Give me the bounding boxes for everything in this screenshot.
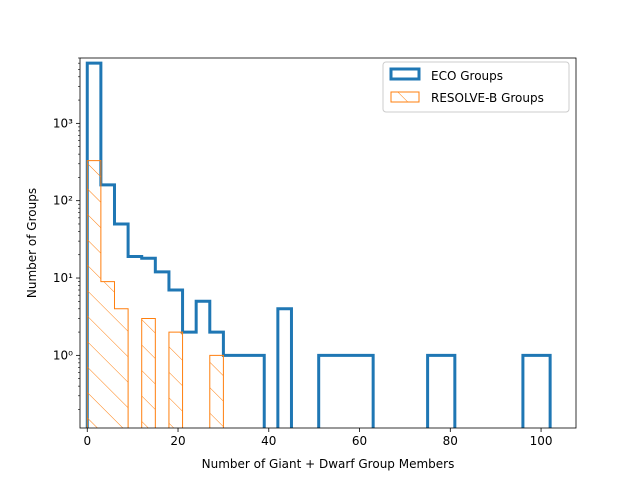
legend-swatch-eco [389, 67, 421, 81]
y-tick-label: 10⁰ [53, 348, 73, 362]
bar-resolve-bin-6 [168, 332, 183, 428]
series-outline-resolve [86, 160, 224, 428]
bar-resolve-bin-2 [114, 308, 129, 428]
y-tick-label: 10³ [53, 116, 73, 130]
axes-frame [79, 57, 577, 429]
legend: ECO Groups RESOLVE-B Groups [382, 61, 570, 113]
x-axis-ticks: 0 20 40 60 80 100 [83, 428, 553, 448]
bar-resolve-bin-9 [209, 355, 224, 428]
legend-swatch-resolve [390, 91, 420, 103]
x-tick-label: 60 [352, 434, 367, 448]
y-axis-ticks: 10⁰ 10¹ 10² 10³ [53, 57, 80, 410]
x-tick-label: 100 [530, 434, 553, 448]
x-axis-label: Number of Giant + Dwarf Group Members [202, 457, 455, 471]
bar-resolve-bin-0 [87, 160, 101, 428]
x-tick-label: 20 [170, 434, 185, 448]
bar-resolve-bin-1 [100, 281, 115, 428]
y-tick-label: 10² [53, 194, 73, 208]
plot-area [85, 61, 552, 428]
series-outline-eco [85, 61, 552, 428]
x-tick-label: 80 [443, 434, 458, 448]
bar-resolve-bin-4 [141, 318, 156, 428]
y-axis-label: Number of Groups [25, 188, 39, 298]
legend-label-resolve: RESOLVE-B Groups [431, 91, 544, 105]
legend-label-eco: ECO Groups [431, 69, 503, 83]
legend-box [382, 61, 570, 113]
y-tick-label: 10¹ [53, 271, 73, 285]
x-tick-label: 0 [83, 434, 91, 448]
x-tick-label: 40 [261, 434, 276, 448]
